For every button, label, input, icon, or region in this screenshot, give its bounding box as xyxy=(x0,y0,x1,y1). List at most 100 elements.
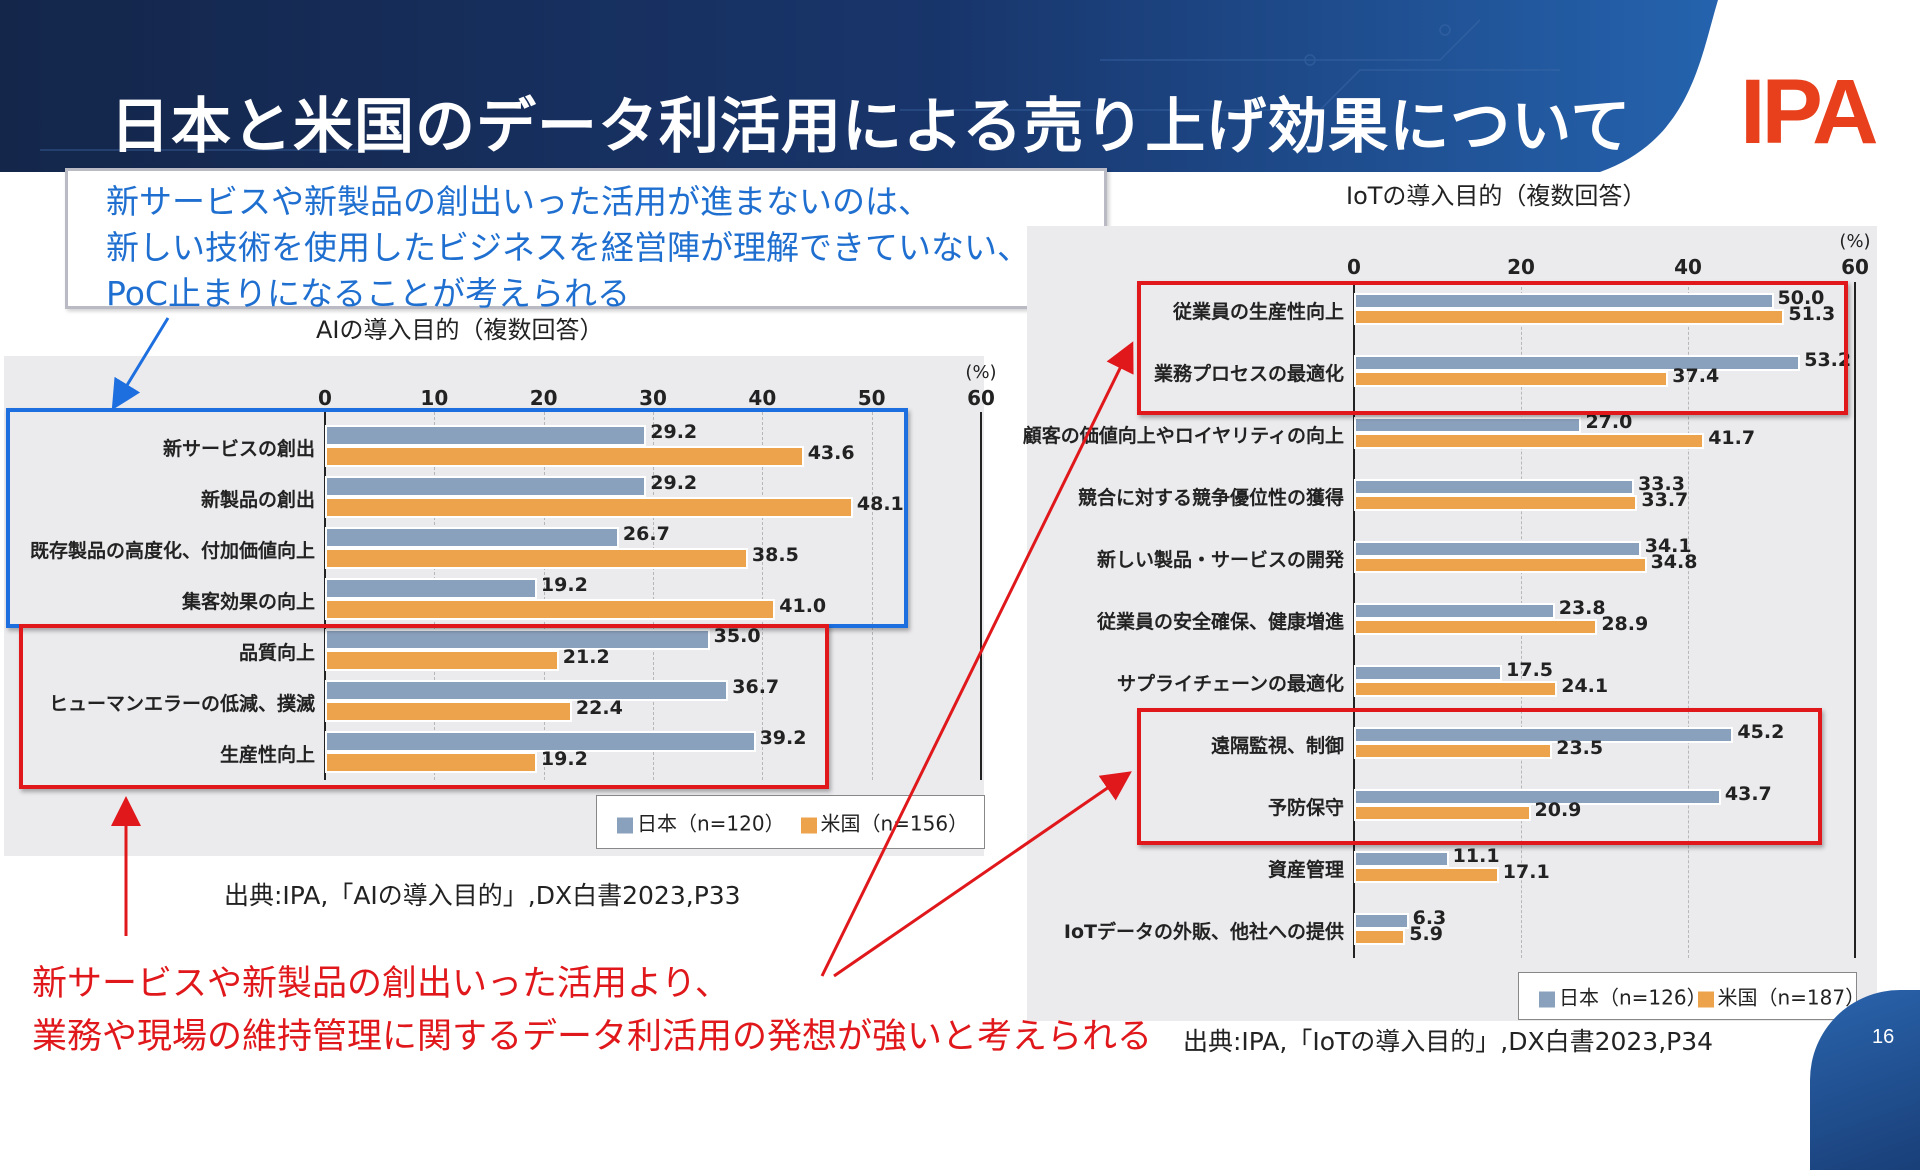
x-tick-label: 30 xyxy=(639,386,667,410)
conclusion-line: 業務や現場の維持管理に関するデータ利活用の発想が強いと考えられる xyxy=(32,1017,1153,1057)
category-label: 競合に対する競争優位性の獲得 xyxy=(1077,487,1344,509)
bar-us xyxy=(1354,619,1598,635)
bar-japan xyxy=(325,527,619,548)
bar-us xyxy=(325,752,537,773)
category-label: 新製品の創出 xyxy=(200,489,315,511)
data-label: 27.0 xyxy=(1585,411,1633,433)
highlight-box-ai-new-business xyxy=(6,408,908,628)
bar-us xyxy=(1354,681,1558,697)
page-title: 日本と米国のデータ利活用による売り上げ効果について xyxy=(110,92,1632,162)
category-label: 従業員の生産性向上 xyxy=(1172,301,1344,323)
data-label: 23.8 xyxy=(1558,597,1606,619)
callout-line: 新しい技術を使用したビジネスを経営陣が理解できていない、 xyxy=(106,228,1030,267)
data-label: 41.0 xyxy=(779,595,827,617)
bar-japan xyxy=(1354,417,1582,433)
data-label: 19.2 xyxy=(540,574,588,596)
category-label: 資産管理 xyxy=(1267,859,1344,881)
bar-japan xyxy=(1354,293,1774,309)
bar-us xyxy=(1354,309,1785,325)
bar-japan xyxy=(1354,727,1734,743)
bar-us xyxy=(325,650,559,671)
data-label: 26.7 xyxy=(622,523,670,545)
data-label: 29.2 xyxy=(650,421,698,443)
gridline xyxy=(762,412,764,780)
callout-box-blue: 新サービスや新製品の創出いった活用が進まないのは、 新しい技術を使用したビジネス… xyxy=(65,168,1107,313)
legend-item: 日本（n=126） xyxy=(1539,982,1707,1011)
bar-us xyxy=(1354,557,1647,573)
iot-chart-source: 出典:IPA,「IoTの導入目的」,DX白書2023,P34 xyxy=(1183,1027,1714,1056)
x-tick-label: 60 xyxy=(1841,255,1869,279)
page-number: 16 xyxy=(1872,1026,1895,1048)
ai-chart-source: 出典:IPA,「AIの導入目的」,DX白書2023,P33 xyxy=(224,881,741,910)
category-label: 従業員の安全確保、健康増進 xyxy=(1096,611,1344,633)
bar-us xyxy=(1354,929,1406,945)
x-tick-label: 0 xyxy=(318,386,332,410)
category-label: 顧客の価値向上やロイヤリティの向上 xyxy=(1022,425,1344,447)
x-tick-label: 40 xyxy=(1674,255,1702,279)
category-label: 新しい製品・サービスの開発 xyxy=(1096,549,1344,571)
category-label: 新サービスの創出 xyxy=(162,438,315,460)
chart-legend: 日本（n=120） 米国（n=156） xyxy=(596,795,985,849)
legend-swatch xyxy=(617,817,633,833)
gridline xyxy=(543,412,545,780)
legend-label: 日本（n=126） xyxy=(1559,985,1707,1010)
data-label: 5.9 xyxy=(1409,923,1443,945)
bar-japan xyxy=(1354,355,1801,371)
legend-label: 米国（n=187） xyxy=(1717,985,1866,1010)
bar-us xyxy=(1354,743,1553,759)
bar-japan xyxy=(1354,603,1555,619)
bar-japan xyxy=(325,425,647,446)
data-label: 33.7 xyxy=(1641,489,1689,511)
data-label: 34.1 xyxy=(1644,535,1692,557)
x-tick-label: 0 xyxy=(1347,255,1361,279)
legend-swatch xyxy=(800,817,817,833)
ipa-logo: IPA xyxy=(1740,61,1879,163)
bar-us xyxy=(1354,495,1638,511)
data-label: 51.3 xyxy=(1788,303,1836,325)
highlight-box-ai-operations xyxy=(19,624,829,789)
legend-item: 日本（n=120） xyxy=(617,808,785,837)
category-label: 業務プロセスの最適化 xyxy=(1153,363,1344,385)
bar-us xyxy=(325,548,748,569)
x-tick-label: 60 xyxy=(967,386,995,410)
bar-us xyxy=(1354,433,1705,449)
category-label: 予防保守 xyxy=(1267,797,1344,819)
data-label: 28.9 xyxy=(1601,613,1649,635)
data-label: 19.2 xyxy=(540,748,588,770)
data-label: 39.2 xyxy=(759,727,807,749)
bar-us xyxy=(1354,805,1531,821)
bar-us xyxy=(325,446,804,467)
data-label: 34.8 xyxy=(1650,551,1698,573)
data-label: 17.1 xyxy=(1502,861,1550,883)
data-label: 33.3 xyxy=(1638,473,1685,495)
data-label: 35.0 xyxy=(713,625,761,647)
data-label: 36.7 xyxy=(732,676,780,698)
category-label: ヒューマンエラーの低減、撲滅 xyxy=(48,693,315,715)
gridline xyxy=(1688,282,1689,958)
category-label: IoTデータの外販、他社への提供 xyxy=(1063,921,1344,943)
header-background xyxy=(0,0,1718,172)
iot-chart-title: IoTの導入目的（複数回答） xyxy=(1346,182,1647,210)
data-label: 24.1 xyxy=(1561,675,1609,697)
x-tick-label: 40 xyxy=(748,386,777,410)
category-label: 生産性向上 xyxy=(219,744,315,766)
legend-item: 米国（n=187） xyxy=(1697,982,1866,1011)
bar-japan xyxy=(325,680,729,701)
unit-label: (%) xyxy=(1839,231,1871,252)
data-label: 22.4 xyxy=(575,697,623,719)
bar-us xyxy=(325,701,572,722)
data-label: 11.1 xyxy=(1452,845,1500,867)
x-tick-label: 20 xyxy=(529,386,558,410)
data-label: 20.9 xyxy=(1534,799,1582,821)
right-axis-line xyxy=(980,412,982,780)
data-label: 50.0 xyxy=(1777,287,1825,309)
bar-japan xyxy=(1354,541,1641,557)
bar-japan xyxy=(1354,851,1449,867)
legend-swatch xyxy=(1539,991,1555,1007)
data-label: 23.5 xyxy=(1556,737,1604,759)
highlight-box-iot-maintenance xyxy=(1137,708,1822,845)
data-label: 17.5 xyxy=(1506,659,1554,681)
bar-us xyxy=(1354,371,1669,387)
conclusion-line: 新サービスや新製品の創出いった活用より、 xyxy=(32,964,730,1004)
x-tick-label: 10 xyxy=(420,386,449,410)
